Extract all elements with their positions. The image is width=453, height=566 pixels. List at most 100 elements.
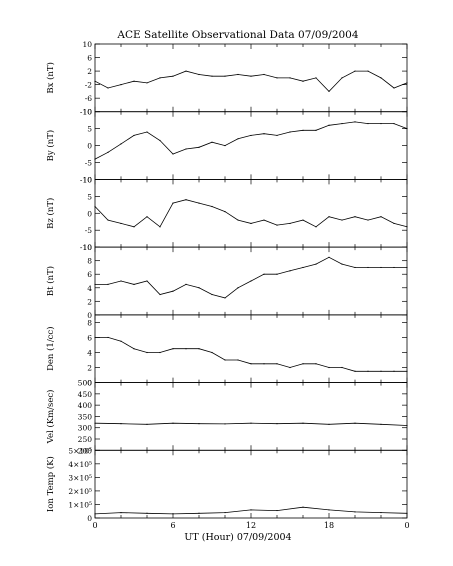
data-point bbox=[224, 210, 226, 213]
x-tick-label: 6 bbox=[170, 521, 175, 530]
y-tick-label: -2 bbox=[85, 81, 93, 90]
data-point bbox=[263, 133, 265, 135]
data-point bbox=[380, 266, 382, 269]
data-point bbox=[276, 134, 278, 137]
data-point bbox=[406, 512, 408, 514]
data-point bbox=[185, 70, 187, 72]
data-point bbox=[94, 422, 96, 424]
data-point bbox=[354, 121, 356, 123]
data-point bbox=[224, 511, 226, 514]
data-point bbox=[94, 513, 96, 515]
data-point bbox=[211, 75, 213, 77]
data-point bbox=[315, 129, 317, 131]
y-tick-label: 0 bbox=[87, 209, 92, 218]
y-axis-label: Bx (nT) bbox=[45, 62, 56, 94]
data-point bbox=[367, 122, 369, 125]
data-point bbox=[393, 222, 395, 225]
data-point bbox=[146, 82, 148, 84]
y-tick-label: 0 bbox=[87, 514, 92, 523]
data-point bbox=[172, 422, 174, 424]
data-point bbox=[185, 199, 187, 201]
panel-frame bbox=[94, 382, 408, 451]
panel-3: Bt (nT) 0 2 4 6 8 10 bbox=[45, 243, 408, 320]
data-point bbox=[406, 226, 408, 228]
data-point bbox=[133, 134, 135, 137]
y-tick-label: 10 bbox=[82, 108, 92, 117]
data-point bbox=[393, 370, 395, 372]
data-point bbox=[289, 131, 291, 133]
data-point bbox=[250, 280, 252, 282]
data-point bbox=[328, 423, 330, 425]
y-tick-label: 1×10⁵ bbox=[68, 500, 92, 509]
data-point bbox=[146, 216, 148, 218]
data-point bbox=[263, 73, 265, 76]
series-line bbox=[95, 336, 407, 372]
data-point bbox=[237, 359, 239, 361]
data-point bbox=[302, 363, 304, 365]
panel-5: Vel (Km/sec) 200 250 300 350 400 450 500 bbox=[45, 379, 408, 455]
y-tick-label: 4 bbox=[87, 348, 92, 357]
data-point bbox=[406, 128, 408, 130]
x-tick-label: 18 bbox=[324, 521, 334, 530]
data-point bbox=[172, 348, 174, 350]
data-point bbox=[107, 336, 109, 339]
data-point bbox=[315, 226, 317, 228]
data-point bbox=[159, 139, 161, 142]
panel-6: Ion Temp (K) 0 1×10⁵ 2×10⁵ 3×10⁵ 4×10⁵ 5×10⁵ bbox=[45, 446, 408, 523]
data-point bbox=[341, 122, 343, 125]
data-point bbox=[328, 509, 330, 511]
data-point bbox=[341, 77, 343, 79]
data-point bbox=[146, 423, 148, 425]
data-point bbox=[276, 77, 278, 79]
y-tick-label: -10 bbox=[80, 175, 92, 184]
data-point bbox=[146, 280, 148, 282]
data-point bbox=[328, 216, 330, 218]
y-tick-label: 200 bbox=[78, 446, 93, 455]
data-point bbox=[380, 77, 382, 79]
panel-0: Bx (nT) -10 -6 -2 2 6 10 bbox=[45, 40, 408, 117]
data-point bbox=[354, 370, 356, 372]
data-point bbox=[302, 422, 304, 424]
y-axis-label: By (nT) bbox=[45, 130, 56, 162]
data-point bbox=[263, 273, 265, 275]
data-point bbox=[146, 351, 148, 354]
data-point bbox=[133, 348, 135, 350]
data-point bbox=[224, 75, 226, 77]
data-point bbox=[107, 283, 109, 285]
data-point bbox=[393, 266, 395, 269]
data-point bbox=[315, 363, 317, 365]
data-point bbox=[94, 80, 96, 82]
data-point bbox=[328, 366, 330, 369]
data-point bbox=[250, 363, 252, 365]
y-tick-label: -6 bbox=[85, 94, 93, 103]
data-point bbox=[107, 151, 109, 153]
y-axis-label: Den (1/cc) bbox=[45, 326, 56, 370]
data-point bbox=[250, 134, 252, 137]
data-point bbox=[354, 70, 356, 72]
data-point bbox=[120, 423, 122, 425]
data-point bbox=[328, 90, 330, 92]
data-point bbox=[94, 283, 96, 285]
data-point bbox=[198, 73, 200, 76]
x-axis-ticks: 0 6 12 18 0 bbox=[92, 521, 409, 530]
data-point bbox=[263, 363, 265, 365]
data-point bbox=[133, 80, 135, 82]
y-tick-label: 3×10⁵ bbox=[68, 473, 92, 482]
data-point bbox=[393, 122, 395, 125]
panel-1: By (nT) -10 -5 0 5 10 bbox=[45, 108, 408, 184]
y-tick-label: -5 bbox=[85, 159, 93, 168]
data-point bbox=[198, 512, 200, 514]
data-point bbox=[120, 340, 122, 342]
series-line bbox=[94, 506, 408, 515]
data-point bbox=[159, 293, 161, 296]
data-point bbox=[263, 219, 265, 221]
panel-frame bbox=[94, 111, 408, 180]
y-tick-label: 5 bbox=[87, 125, 92, 134]
y-tick-label: 4×10⁵ bbox=[68, 460, 92, 469]
data-point bbox=[250, 509, 252, 511]
y-tick-label: 6 bbox=[87, 333, 92, 342]
data-point bbox=[315, 77, 317, 79]
data-point bbox=[237, 138, 239, 140]
data-point bbox=[211, 293, 213, 296]
